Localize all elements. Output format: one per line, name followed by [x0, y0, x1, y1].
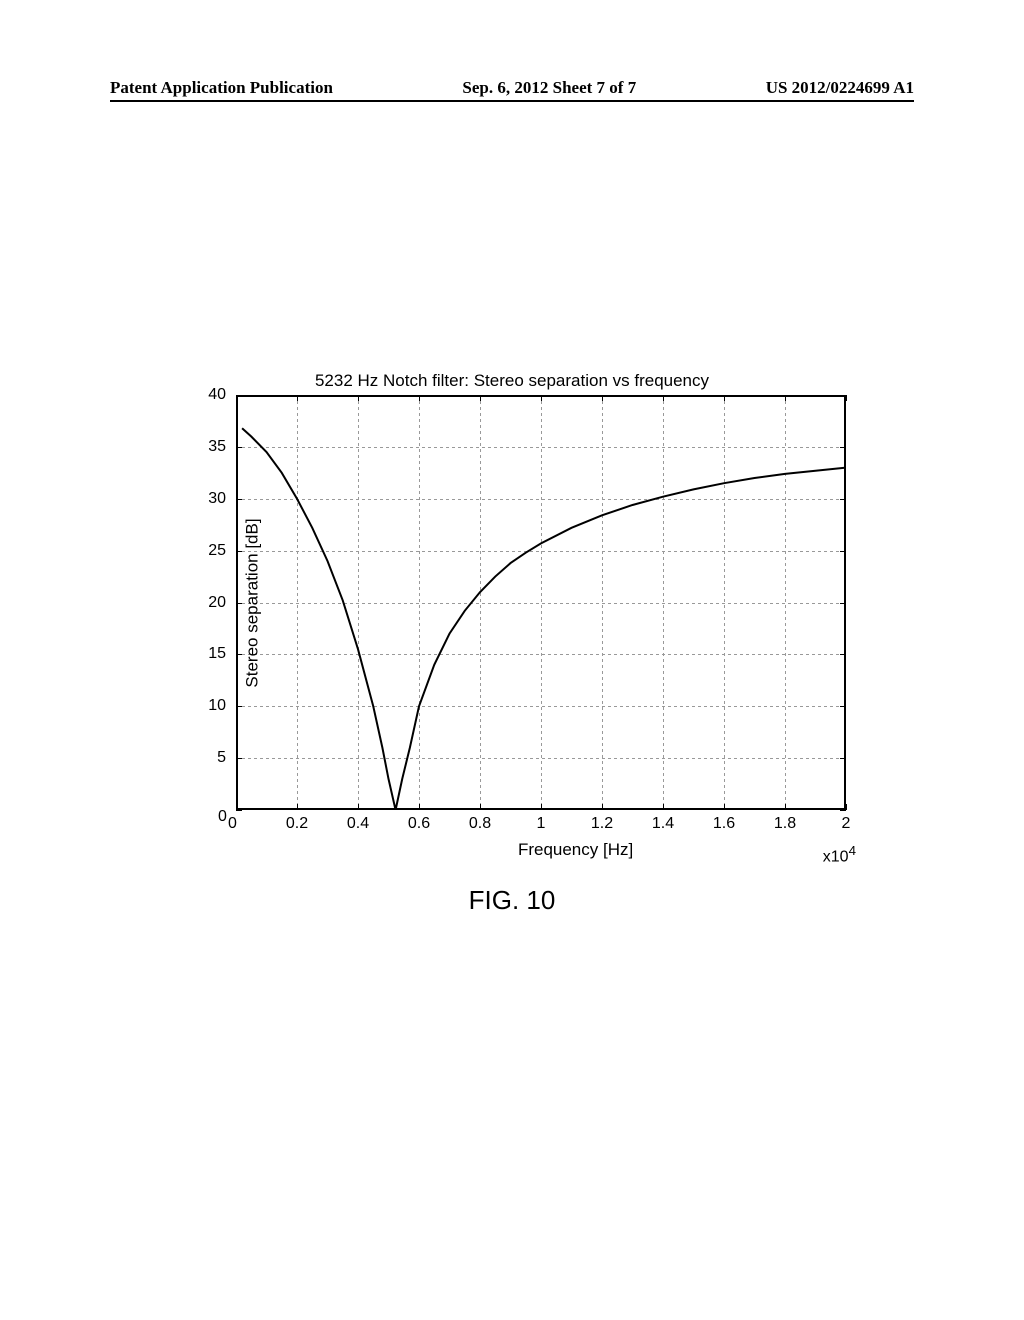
page-header: Patent Application Publication Sep. 6, 2…: [0, 78, 1024, 98]
ytick-label: 0: [218, 808, 227, 826]
curve-svg: [236, 395, 846, 810]
ytick-label: 40: [208, 386, 226, 404]
x-exponent-sup: 4: [849, 843, 856, 858]
header-rule: [110, 100, 914, 102]
x-exponent: x104: [823, 843, 856, 866]
xtick-label: 1: [537, 815, 546, 833]
ytick-mark: [236, 810, 242, 811]
xtick-label: 1.6: [713, 815, 735, 833]
ytick-label: 30: [208, 490, 226, 508]
xtick-label: 0.6: [408, 815, 430, 833]
xtick-label: 2: [842, 815, 851, 833]
x-exponent-base: x10: [823, 848, 849, 865]
xtick-label: 1.8: [774, 815, 796, 833]
header-right: US 2012/0224699 A1: [766, 78, 914, 98]
xtick-label: 0.2: [286, 815, 308, 833]
header-center: Sep. 6, 2012 Sheet 7 of 7: [462, 78, 636, 98]
xtick-label: 1.2: [591, 815, 613, 833]
figure-label: FIG. 10: [0, 885, 1024, 916]
ytick-label: 35: [208, 438, 226, 456]
ytick-label: 25: [208, 542, 226, 560]
ytick-label: 15: [208, 645, 226, 663]
xtick-label: 0.8: [469, 815, 491, 833]
xtick-label: 0.4: [347, 815, 369, 833]
ytick-label: 10: [208, 697, 226, 715]
ytick-label: 20: [208, 594, 226, 612]
chart-plot-area: Stereo separation [dB] Frequency [Hz] x1…: [236, 395, 846, 810]
notch-curve: [242, 428, 846, 810]
xtick-label: 1.4: [652, 815, 674, 833]
ytick-mark: [840, 810, 846, 811]
xtick-mark: [846, 395, 847, 401]
y-axis-label: Stereo separation [dB]: [243, 518, 263, 687]
chart-title: 5232 Hz Notch filter: Stereo separation …: [0, 371, 1024, 391]
header-left: Patent Application Publication: [110, 78, 333, 98]
x-axis-label: Frequency [Hz]: [518, 840, 633, 860]
ytick-label: 5: [217, 749, 226, 767]
xtick-mark: [846, 804, 847, 810]
xtick-label: 0: [228, 815, 237, 833]
